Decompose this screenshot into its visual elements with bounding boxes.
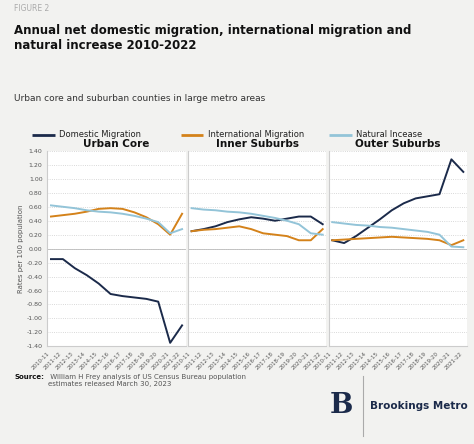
Text: Annual net domestic migration, international migration and
natural increase 2010: Annual net domestic migration, internati… [14, 24, 411, 52]
Text: Domestic Migration: Domestic Migration [59, 130, 141, 139]
Title: Inner Suburbs: Inner Suburbs [216, 139, 299, 149]
Text: Brookings Metro: Brookings Metro [370, 401, 468, 411]
Text: FIGURE 2: FIGURE 2 [14, 4, 49, 13]
Title: Urban Core: Urban Core [83, 139, 150, 149]
Text: International Migration: International Migration [208, 130, 304, 139]
Text: Natural Incease: Natural Incease [356, 130, 423, 139]
Text: Source:: Source: [14, 374, 44, 380]
Text: William H Frey analysis of US Census Bureau population
estimates released March : William H Frey analysis of US Census Bur… [48, 374, 246, 387]
Y-axis label: Rates per 100 population: Rates per 100 population [18, 204, 24, 293]
Text: Urban core and suburban counties in large metro areas: Urban core and suburban counties in larg… [14, 94, 265, 103]
Text: B: B [329, 392, 353, 420]
Title: Outer Suburbs: Outer Suburbs [355, 139, 440, 149]
